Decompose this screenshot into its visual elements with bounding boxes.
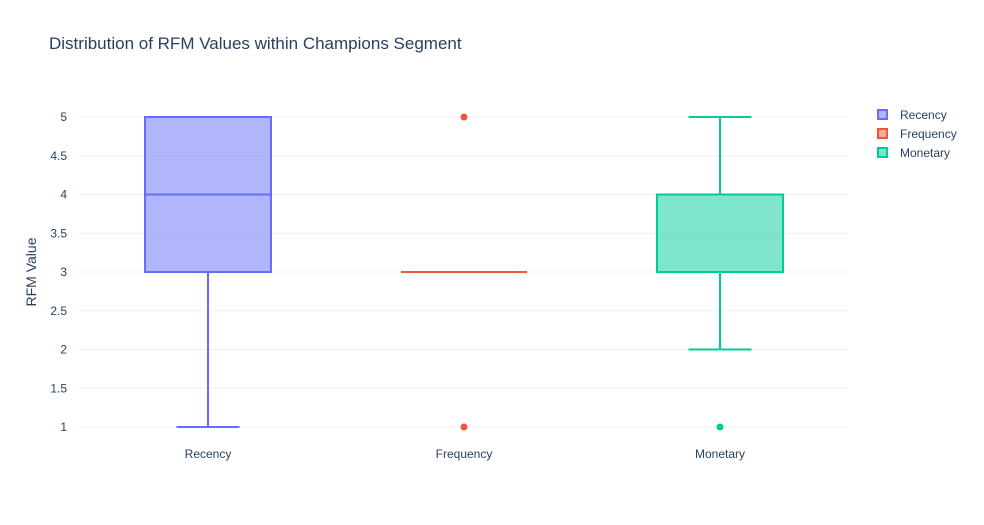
legend-label-monetary: Monetary [900, 145, 951, 160]
y-tick-labels: 1 1.5 2 2.5 3 3.5 4 4.5 5 [50, 110, 67, 434]
y-tick-label: 2 [60, 343, 67, 357]
box-body-monetary [656, 193, 784, 273]
outlier-point-frequency [460, 113, 468, 121]
box-frequency [401, 113, 527, 431]
outlier-point-frequency [460, 423, 468, 431]
box-recency [144, 116, 272, 428]
legend-item-recency[interactable]: Recency [877, 105, 957, 124]
legend-swatch-monetary [877, 147, 888, 158]
y-tick-label: 1.5 [50, 381, 67, 395]
x-tick-label: Monetary [695, 447, 745, 461]
legend: Recency Frequency Monetary [877, 105, 957, 162]
y-tick-label: 1 [60, 420, 67, 434]
chart-title: Distribution of RFM Values within Champi… [49, 34, 462, 53]
y-tick-label: 2.5 [50, 304, 67, 318]
y-tick-label: 3.5 [50, 226, 67, 240]
y-tick-label: 4.5 [50, 149, 67, 163]
y-tick-label: 4 [60, 188, 67, 202]
outlier-point-monetary [716, 423, 724, 431]
box-plots [144, 113, 784, 431]
box-monetary [656, 116, 784, 431]
legend-swatch-recency [877, 109, 888, 120]
legend-item-frequency[interactable]: Frequency [877, 124, 957, 143]
y-axis-label: RFM Value [23, 237, 39, 307]
x-tick-label: Recency [185, 447, 232, 461]
y-tick-label: 3 [60, 265, 67, 279]
legend-label-frequency: Frequency [900, 126, 957, 141]
x-tick-labels: Recency Frequency Monetary [185, 447, 745, 461]
x-tick-label: Frequency [436, 447, 493, 461]
y-tick-label: 5 [60, 110, 67, 124]
legend-swatch-frequency [877, 128, 888, 139]
legend-label-recency: Recency [900, 107, 947, 122]
legend-item-monetary[interactable]: Monetary [877, 143, 957, 162]
